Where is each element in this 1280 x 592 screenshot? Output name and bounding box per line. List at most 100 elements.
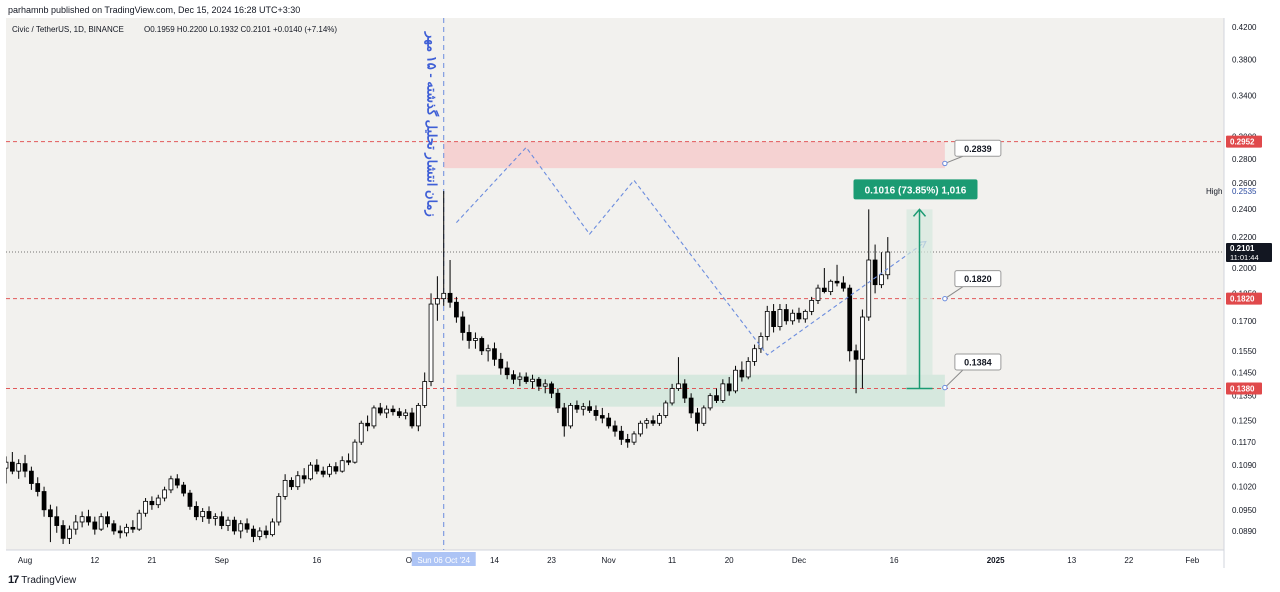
price-tick-label: 0.1170 [1232, 438, 1256, 447]
candle-body [225, 519, 231, 526]
measure-label-box [853, 179, 978, 200]
candle-body [853, 350, 859, 360]
candle-body [802, 310, 808, 320]
candle-body [733, 369, 738, 392]
price-tick-label: 0.1450 [1232, 368, 1257, 377]
candle-body [815, 287, 821, 301]
time-tick-label: 22 [1124, 556, 1133, 565]
measure-label: 0.1016 (73.85%) 1,016 [865, 185, 967, 196]
time-tick-label: Feb [1185, 556, 1199, 565]
level-price-box [1226, 135, 1262, 148]
high-marker-label: High [1206, 187, 1222, 196]
callout-anchor [942, 384, 948, 391]
candle-body [631, 433, 637, 443]
candle-body [92, 521, 98, 530]
ohlc-readout: O0.1959 H0.2200 L0.1932 C0.2101 +0.0140 … [144, 25, 337, 34]
candle-body [6, 461, 9, 469]
candle-body [479, 338, 485, 352]
candle-body [251, 528, 256, 537]
candle-body [270, 521, 275, 536]
candle-body [644, 420, 650, 424]
candle-body [428, 303, 434, 382]
candle-body [701, 407, 707, 424]
candle-body [676, 383, 681, 389]
candle-body [580, 406, 586, 410]
candle-body [295, 475, 301, 488]
support-zone [456, 374, 945, 407]
candle-body [536, 378, 542, 387]
candle-body [714, 395, 719, 401]
candle-body [435, 298, 440, 305]
candle-body [263, 530, 269, 536]
candle-body [86, 516, 91, 523]
candle-body [206, 511, 212, 519]
tradingview-logo-icon: 17 [8, 574, 19, 586]
current-price-label: 0.2101 [1230, 244, 1255, 253]
candle-body [777, 309, 783, 327]
resistance-zone [443, 141, 945, 169]
candle-body [409, 412, 415, 427]
level-price-label: 0.1380 [1230, 385, 1255, 394]
candlestick-chart[interactable]: زمان انتشار تحلیل گذشته - ۱۵ مهر 0.1016 … [6, 18, 1274, 568]
candle-body [517, 376, 523, 380]
candle-body [155, 497, 161, 506]
candle-body [638, 422, 643, 435]
candle-body [16, 463, 22, 472]
candle-body [181, 484, 186, 494]
plot-background [6, 18, 1224, 550]
price-tick-label: 0.3400 [1232, 92, 1257, 101]
candle-body [466, 332, 472, 341]
candle-body [67, 528, 72, 539]
callout-anchor [942, 160, 948, 167]
time-tick-label: Sep [215, 556, 230, 565]
level-price-box [1226, 382, 1262, 395]
time-axis-background [6, 550, 1224, 568]
callout-box [954, 270, 1002, 288]
measure-arrowhead [912, 208, 927, 217]
candle-body [872, 259, 878, 286]
candle-body [244, 523, 250, 530]
callout-pointer [944, 369, 964, 388]
candle-body [587, 406, 592, 411]
callout-label: 0.1820 [964, 274, 992, 284]
candle-body [707, 395, 713, 409]
candle-body [212, 516, 218, 519]
candle-body [796, 312, 802, 320]
price-tick-label: 0.1020 [1232, 483, 1257, 492]
candle-body [333, 466, 339, 472]
candle-body [726, 383, 732, 392]
candle-body [352, 441, 358, 463]
candle-body [492, 348, 497, 360]
crosshair-date-box [411, 552, 476, 566]
candle-body [200, 511, 206, 518]
candle-body [79, 516, 85, 523]
candle-body [657, 415, 662, 424]
candle-body [530, 378, 535, 382]
candle-body [593, 410, 599, 416]
candle-body [377, 407, 383, 414]
candle-body [301, 475, 307, 480]
candle-body [612, 425, 618, 432]
candle-body [739, 369, 745, 378]
vertical-marker-annotation: زمان انتشار تحلیل گذشته - ۱۵ مهر [424, 31, 441, 217]
candle-body [187, 492, 193, 507]
candle-body [879, 274, 884, 286]
candle-body [117, 530, 123, 534]
candle-body [783, 309, 789, 322]
candle-body [745, 361, 751, 378]
tradingview-logo[interactable]: 17 TradingView [8, 574, 76, 586]
candle-body [790, 312, 795, 322]
candle-body [219, 516, 225, 526]
candle-body [523, 376, 529, 382]
candle-body [447, 292, 453, 303]
candle-body [606, 417, 612, 427]
callout-box [954, 139, 1002, 157]
chart-title: Civic / TetherUS, 1D, BINANCE [12, 25, 124, 34]
candle-body [828, 280, 834, 292]
price-tick-label: 0.2800 [1232, 155, 1257, 164]
price-tick-label: 0.1550 [1232, 347, 1257, 356]
candle-body [282, 479, 288, 497]
candle-body [289, 479, 294, 488]
chart-area[interactable]: زمان انتشار تحلیل گذشته - ۱۵ مهر 0.1016 … [6, 18, 1274, 568]
candle-body [542, 383, 548, 387]
